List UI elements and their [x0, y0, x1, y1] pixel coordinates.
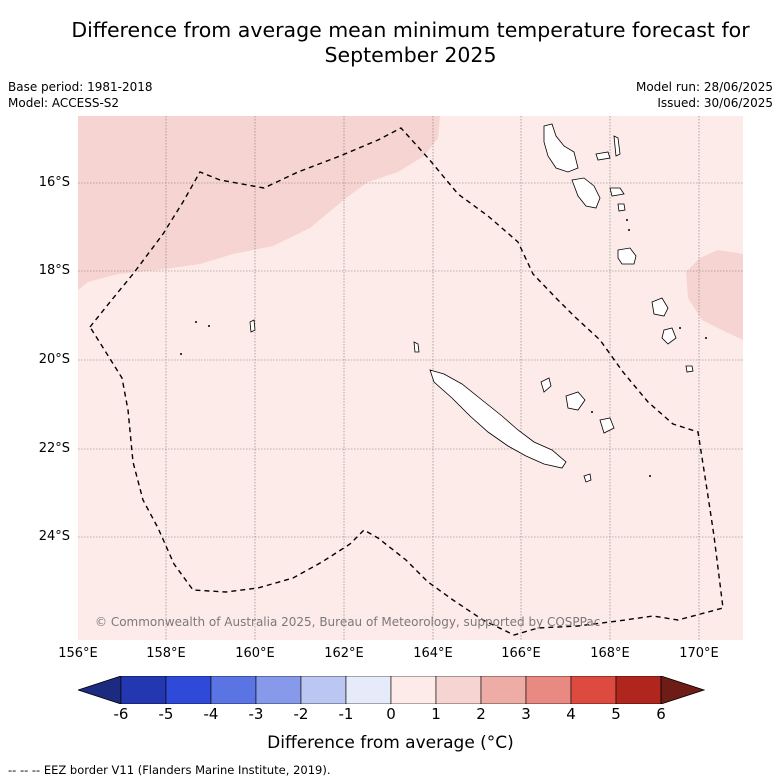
- vanuatu-espiritu-santo: [543, 123, 579, 173]
- issued-date: Issued: 30/06/2025: [657, 96, 773, 110]
- vanuatu-ambae: [595, 151, 611, 161]
- colorbar-tick-label: -1: [338, 705, 354, 723]
- colorbar-cell: [525, 676, 572, 704]
- colorbar-title: Difference from average (°C): [267, 733, 514, 753]
- vanuatu-aneityum: [685, 365, 694, 373]
- lat-label-16s: 16°S: [38, 175, 70, 190]
- title-line-2: September 2025: [324, 43, 497, 67]
- copyright-text: © Commonwealth of Australia 2025, Bureau…: [95, 615, 600, 629]
- loyalty-island-mare: [599, 417, 615, 434]
- eez-border: [89, 127, 724, 636]
- colorbar-cell: [120, 676, 167, 704]
- islet: [180, 353, 182, 355]
- small-islets: [180, 219, 707, 477]
- colorbar-tick-label: -5: [158, 705, 174, 723]
- islet: [591, 411, 593, 413]
- colorbar-tick-label: 5: [611, 705, 621, 723]
- title-line-1: Difference from average mean minimum tem…: [71, 18, 750, 42]
- meta-left: Base period: 1981-2018 Model: ACCESS-S2: [8, 79, 153, 111]
- colorbar-cell: [390, 676, 437, 704]
- graticule: [78, 116, 743, 640]
- colorbar-cell: [615, 676, 662, 704]
- belep-islands: [413, 341, 420, 353]
- warm-zone-northwest: [78, 116, 440, 290]
- islet: [705, 337, 707, 339]
- islet: [649, 475, 651, 477]
- map-title: Difference from average mean minimum tem…: [40, 18, 781, 68]
- colorbar-tick-label: -2: [293, 705, 309, 723]
- colorbar-tick-label: 4: [566, 705, 576, 723]
- vanuatu-epi: [617, 203, 626, 212]
- model-run: Model run: 28/06/2025: [635, 80, 773, 94]
- warm-zone-east: [686, 250, 743, 340]
- islet: [626, 219, 628, 221]
- colorbar-cell: [300, 676, 347, 704]
- islet: [679, 327, 681, 329]
- colorbar-tick-label: 1: [431, 705, 441, 723]
- colorbar-tick-label: 6: [656, 705, 666, 723]
- new-caledonia-island: [429, 369, 567, 469]
- vanuatu-maewo: [613, 135, 621, 157]
- lon-label-170e: 170°E: [679, 646, 719, 661]
- eez-legend-note: -- -- -- EEZ border V11 (Flanders Marine…: [8, 763, 331, 777]
- lat-label-22s: 22°S: [38, 441, 70, 456]
- lon-label-158e: 158°E: [146, 646, 186, 661]
- colorbar-cell: [165, 676, 212, 704]
- lon-label-156e: 156°E: [58, 646, 98, 661]
- colorbar-tick-label: 0: [386, 705, 396, 723]
- colorbar-tick-label: -6: [113, 705, 129, 723]
- islet: [208, 325, 210, 327]
- colorbar-extend-low: [78, 676, 122, 704]
- colorbar-cell: [435, 676, 482, 704]
- colorbar-cell: [210, 676, 257, 704]
- meta-right: Model run: 28/06/2025 Issued: 30/06/2025: [636, 79, 773, 111]
- lon-label-168e: 168°E: [590, 646, 630, 661]
- lat-label-18s: 18°S: [38, 263, 70, 278]
- chesterfield-islet: [249, 319, 256, 333]
- lon-label-164e: 164°E: [413, 646, 453, 661]
- loyalty-island-ouvea: [540, 377, 552, 393]
- colorbar-cell: [480, 676, 527, 704]
- isle-of-pines: [583, 473, 592, 483]
- colorbar-tick-label: -3: [248, 705, 264, 723]
- vanuatu-ambrym: [609, 187, 625, 197]
- vanuatu-tanna: [661, 327, 677, 345]
- colorbar-tick-label: 3: [521, 705, 531, 723]
- lat-label-24s: 24°S: [38, 529, 70, 544]
- vanuatu-erromango: [651, 297, 669, 317]
- colorbar-cell: [345, 676, 392, 704]
- lat-label-20s: 20°S: [38, 352, 70, 367]
- base-period: Base period: 1981-2018: [8, 80, 153, 94]
- model-name: Model: ACCESS-S2: [8, 96, 120, 110]
- islands: [249, 123, 694, 483]
- colorbar-cell: [570, 676, 617, 704]
- map-panel: © Commonwealth of Australia 2025, Bureau…: [78, 116, 743, 640]
- colorbar-cell: [255, 676, 302, 704]
- vanuatu-malekula: [571, 177, 601, 209]
- vanuatu-efate: [617, 247, 637, 265]
- lon-label-160e: 160°E: [235, 646, 275, 661]
- colorbar: [78, 676, 705, 704]
- colorbar-tick-label: 2: [476, 705, 486, 723]
- islet: [628, 229, 630, 231]
- loyalty-island-lifou: [565, 391, 586, 411]
- lon-label-166e: 166°E: [501, 646, 541, 661]
- colorbar-tick-label: -4: [203, 705, 219, 723]
- lon-label-162e: 162°E: [324, 646, 364, 661]
- islet: [195, 321, 197, 323]
- colorbar-extend-high: [660, 676, 705, 704]
